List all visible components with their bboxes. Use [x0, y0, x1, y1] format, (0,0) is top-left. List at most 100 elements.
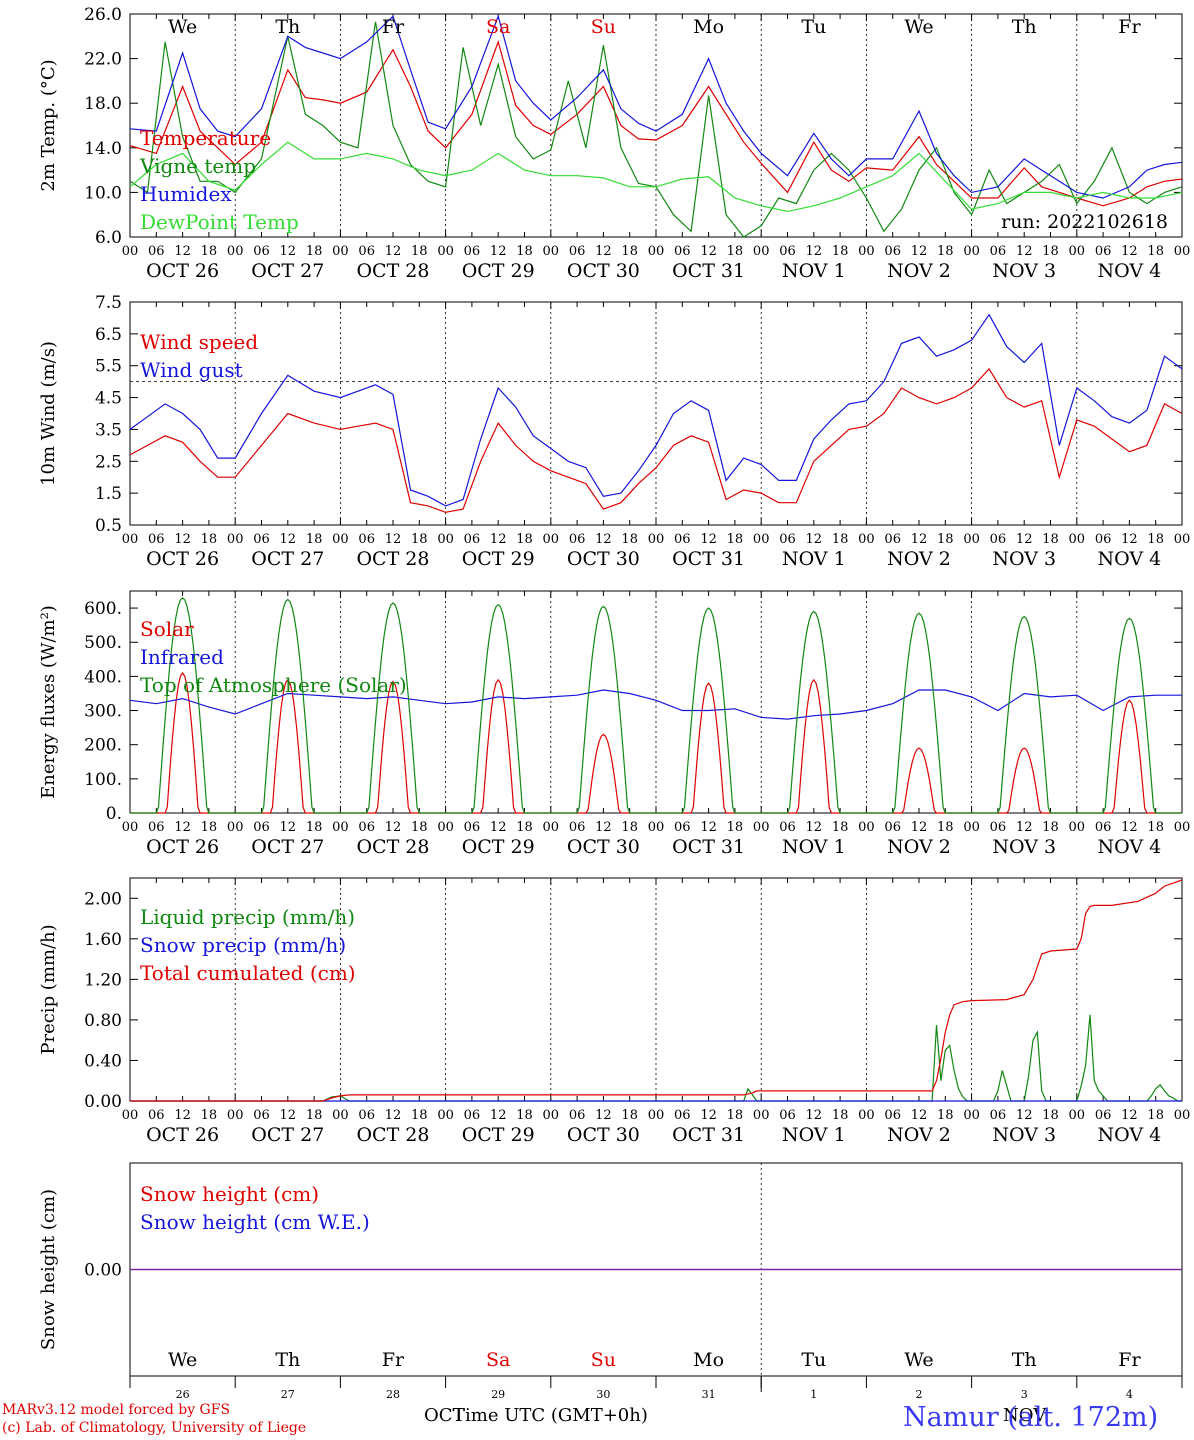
y-tick-label: 0.40 — [84, 1051, 122, 1071]
date-label: NOV 1 — [782, 548, 846, 570]
month-left-label: OCT — [424, 1405, 465, 1426]
weekday-label: Tu — [801, 16, 826, 38]
hour-tick-label: 18 — [306, 244, 323, 259]
hour-tick-label: 12 — [1121, 532, 1138, 547]
hour-tick-label: 18 — [306, 532, 323, 547]
hour-tick-label: 12 — [280, 820, 297, 835]
hour-tick-label: 12 — [385, 1108, 402, 1123]
hour-tick-label: 00 — [648, 820, 665, 835]
hour-tick-label: 18 — [727, 1108, 744, 1123]
hour-tick-label: 00 — [648, 1108, 665, 1123]
y-tick-label: 4.5 — [95, 389, 122, 409]
legend-entry: Vigne temp — [139, 154, 256, 178]
legend-entry: Snow height (cm W.E.) — [140, 1210, 370, 1234]
hour-tick-label: 12 — [700, 532, 717, 547]
hour-tick-label: 12 — [490, 1108, 507, 1123]
hour-tick-label: 06 — [358, 820, 375, 835]
legend-entry: Humidex — [140, 182, 232, 206]
y-axis-title: Energy fluxes (W/m²) — [38, 605, 59, 799]
date-labels: OCT 26 OCT 27 OCT 28 OCT 29 OCT 30 OCT 31 NOV … — [146, 836, 1161, 858]
day-number: 2 — [916, 1388, 923, 1401]
hour-tick-label: 12 — [174, 1108, 191, 1123]
y-tick-label: 1.5 — [95, 484, 122, 504]
date-label: OCT 28 — [356, 260, 429, 282]
date-label: NOV 1 — [782, 260, 846, 282]
hour-tick-label: 12 — [174, 244, 191, 259]
hour-tick-label: 00 — [963, 244, 980, 259]
hour-tick-label: 00 — [963, 1108, 980, 1123]
series-wind-speed — [129, 367, 1183, 513]
date-label: OCT 29 — [462, 836, 535, 858]
hour-tick-label: 00 — [858, 1108, 875, 1123]
weekday-label: We — [904, 1349, 933, 1371]
series-vigne-temp — [129, 21, 1183, 238]
weekday-label: Fr — [382, 16, 405, 38]
hour-tick-label: 18 — [411, 244, 428, 259]
hour-tick-label: 12 — [806, 820, 823, 835]
hour-tick-label: 12 — [700, 1108, 717, 1123]
date-label: OCT 29 — [462, 548, 535, 570]
y-axis: 0. 100. 200. 300. 400. 500. 600. Energy fluxes … — [38, 599, 1182, 824]
hour-tick-label: 18 — [727, 532, 744, 547]
hour-tick-label: 18 — [1147, 532, 1164, 547]
date-label: NOV 3 — [992, 1124, 1056, 1146]
x-ticks — [129, 302, 1183, 525]
weekday-label: Su — [591, 1349, 616, 1371]
hour-tick-label: 00 — [858, 244, 875, 259]
y-axis-title: 2m Temp. (°C) — [38, 59, 59, 191]
hour-tick-label: 18 — [516, 532, 533, 547]
y-axis: 6.0 10.0 14.0 18.0 22.0 26.0 2m Temp. (°C) — [38, 5, 1182, 248]
hour-tick-label: 18 — [516, 244, 533, 259]
hour-tick-label: 12 — [1121, 1108, 1138, 1123]
date-label: OCT 27 — [251, 260, 324, 282]
hour-tick-label: 00 — [332, 532, 349, 547]
hour-tick-label: 18 — [411, 532, 428, 547]
hour-tick-label: 00 — [1174, 1108, 1191, 1123]
hour-tick-label: 00 — [1174, 244, 1191, 259]
date-label: NOV 2 — [887, 1124, 951, 1146]
hour-tick-label: 18 — [832, 820, 849, 835]
hour-tick-label: 12 — [1121, 820, 1138, 835]
hour-tick-label: 12 — [174, 532, 191, 547]
hour-tick-label: 12 — [911, 244, 928, 259]
y-tick-label: 1.60 — [84, 930, 122, 950]
legend-entry: Infrared — [140, 645, 224, 669]
date-label: OCT 30 — [567, 260, 640, 282]
date-label: OCT 31 — [672, 260, 745, 282]
hour-tick-label: 06 — [358, 1108, 375, 1123]
day-separators — [234, 14, 1078, 237]
legend-entry: Temperature — [140, 126, 271, 150]
hour-tick-label: 00 — [543, 244, 560, 259]
weekday-label: Fr — [1118, 1349, 1141, 1371]
weekday-label: Th — [1012, 16, 1037, 38]
y-tick-label: 0.5 — [95, 516, 122, 536]
day-number: 4 — [1126, 1388, 1133, 1401]
hour-tick-label: 12 — [595, 532, 612, 547]
hour-labels: 00 06 12 18 00 06 12 18 00 06 12 18 00 06 12 18 00 06 12 18… — [122, 244, 1191, 259]
hour-tick-label: 18 — [1042, 1108, 1059, 1123]
y-tick-label: 100. — [84, 770, 122, 790]
legend-entry: Snow precip (mm/h) — [140, 933, 346, 957]
y-tick-label: 0.00 — [84, 1261, 122, 1281]
hour-tick-label: 12 — [385, 532, 402, 547]
panel-2: 00 06 12 18 00 06 12 18 00 06 12 18 00 06 12 18 00 06 12 18… — [38, 293, 1190, 570]
hour-tick-label: 06 — [569, 244, 586, 259]
hour-tick-label: 12 — [1016, 532, 1033, 547]
hour-tick-label: 00 — [543, 532, 560, 547]
series-humidex — [129, 14, 1183, 199]
hour-tick-label: 00 — [227, 244, 244, 259]
y-tick-label: 7.5 — [95, 293, 122, 313]
date-label: OCT 28 — [356, 836, 429, 858]
hour-tick-label: 00 — [332, 244, 349, 259]
y-axis-title: Snow height (cm) — [38, 1189, 59, 1350]
weekday-label: Th — [1012, 1349, 1037, 1371]
y-tick-label: 1.20 — [84, 970, 122, 990]
day-number: 1 — [810, 1388, 817, 1401]
hour-tick-label: 18 — [201, 244, 218, 259]
hour-tick-label: 12 — [280, 244, 297, 259]
y-axis: 0.5 1.5 2.5 3.5 4.5 5.5 6.5 7.5 10m Wind (m/s) — [38, 293, 1182, 536]
hour-tick-label: 12 — [595, 244, 612, 259]
legend-entry: DewPoint Temp — [140, 210, 299, 234]
